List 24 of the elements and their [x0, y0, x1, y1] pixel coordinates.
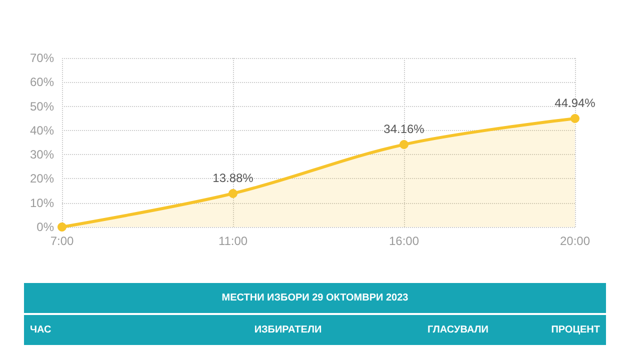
y-tick-label: 40%: [30, 123, 54, 138]
x-tick-label: 11:00: [218, 234, 248, 248]
x-tick-label: 20:00: [560, 234, 590, 248]
point: [400, 140, 408, 150]
y-tick-label: 30%: [30, 148, 54, 162]
text: ПРОЦЕНТ: [551, 324, 600, 336]
text: ЧАС: [30, 324, 52, 336]
y-tick-label: 20%: [30, 172, 54, 186]
text: ГЛАСУВАЛИ: [428, 324, 488, 336]
y-tick-label: 10%: [30, 196, 54, 210]
data-label: 44.94%: [554, 96, 596, 110]
text: ИЗБИРАТЕЛИ: [254, 324, 322, 336]
x-tick-label: 7:00: [50, 234, 74, 248]
x-tick-label: 16:00: [388, 234, 420, 248]
data-label: 13.88%: [212, 170, 254, 185]
y-tick-label: 70%: [30, 51, 54, 65]
point: [570, 114, 580, 123]
text: МЕСТНИ ИЗБОРИ 29 ОКТОМВРИ 2023: [222, 292, 409, 304]
y-tick-label: 50%: [30, 99, 54, 114]
y-tick-label: 60%: [30, 75, 54, 90]
data-label: 34.16%: [384, 122, 425, 136]
point: [58, 222, 66, 232]
point: [228, 188, 238, 198]
y-tick-label: 0%: [36, 220, 54, 234]
